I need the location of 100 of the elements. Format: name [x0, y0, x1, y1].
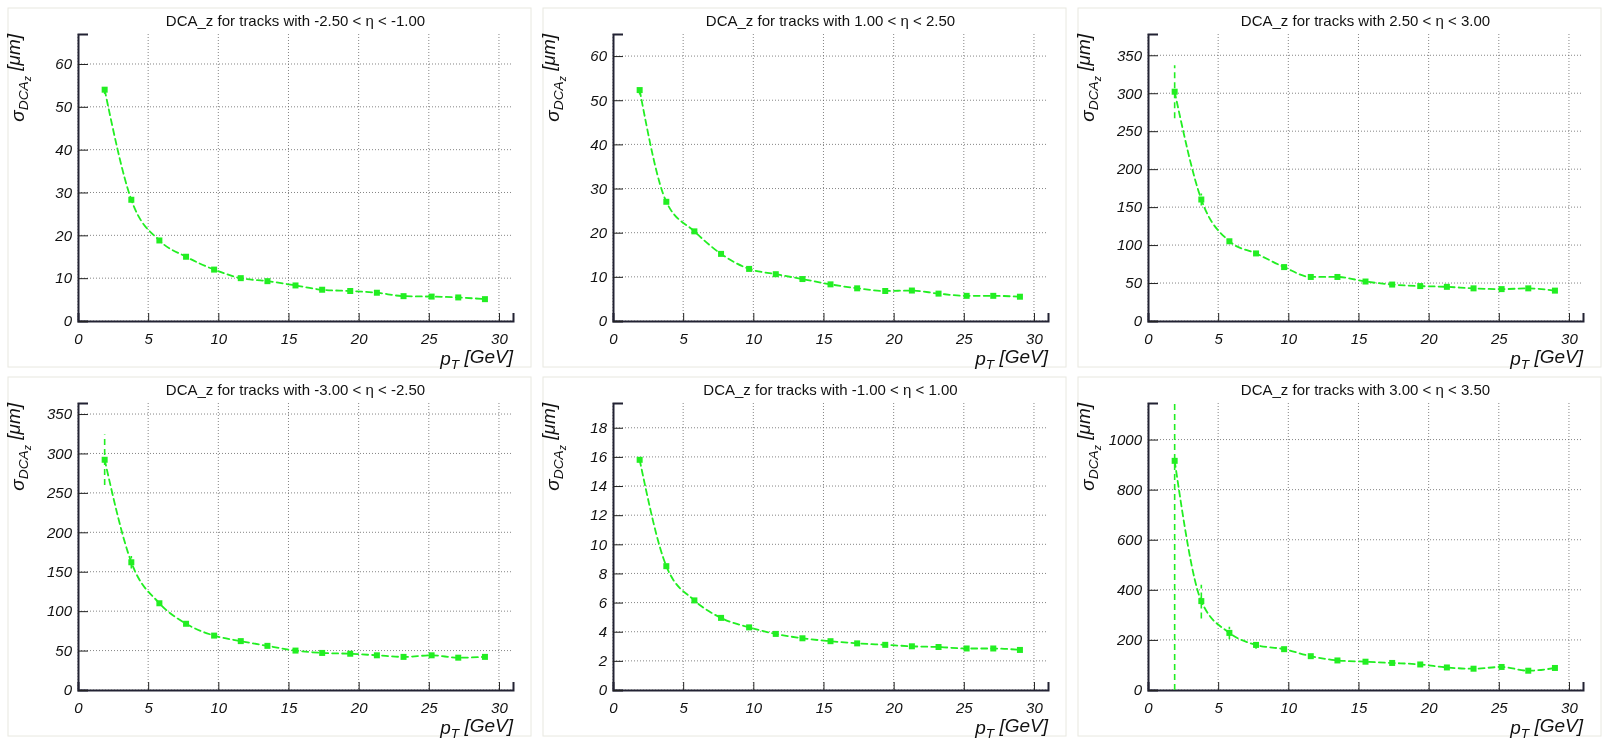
point: [746, 265, 753, 272]
point: [347, 288, 354, 295]
y-tick-label: 10: [590, 535, 608, 553]
point: [1226, 629, 1233, 636]
point: [799, 276, 806, 283]
point: [237, 275, 244, 282]
chart-title: DCA_z for tracks with -1.00 < η < 1.00: [703, 381, 958, 398]
point: [373, 289, 380, 296]
point: [1171, 88, 1178, 95]
point: [1525, 667, 1532, 674]
point: [1226, 238, 1233, 245]
point: [1498, 663, 1505, 670]
point: [854, 285, 861, 292]
x-tick-label: 10: [210, 698, 228, 716]
y-tick-label: 50: [55, 98, 73, 116]
y-tick-label: 2: [597, 652, 608, 670]
point: [128, 196, 135, 203]
y-tick-label: 50: [55, 641, 73, 659]
x-tick-label: 25: [419, 698, 439, 716]
point: [908, 287, 915, 294]
point: [772, 271, 779, 278]
point: [1389, 659, 1396, 666]
y-tick-label: 250: [1115, 122, 1143, 140]
x-tick-label: 25: [954, 329, 974, 347]
x-tick-label: 20: [884, 329, 904, 347]
chart-title: DCA_z for tracks with 3.00 < η < 3.50: [1240, 381, 1491, 398]
y-tick-label: 200: [1115, 631, 1143, 649]
y-tick-label: 400: [1116, 581, 1143, 599]
x-tick-label: 15: [1350, 698, 1368, 716]
y-tick-label: 8: [598, 564, 608, 582]
point: [1016, 293, 1023, 300]
y-tick-label: 30: [590, 179, 608, 197]
point: [428, 652, 435, 659]
point: [292, 647, 299, 654]
y-tick-label: 30: [55, 183, 73, 201]
point: [183, 253, 190, 260]
x-axis-title: p$_{T}$ [GeV]: [439, 346, 514, 373]
x-tick-label: 10: [210, 329, 228, 347]
x-tick-label: 10: [745, 698, 763, 716]
y-tick-label: 200: [45, 523, 73, 541]
x-tick-label: 25: [419, 329, 439, 347]
x-tick-label: 5: [1214, 329, 1224, 347]
x-tick-label: 30: [1026, 698, 1044, 716]
x-axis-title: p$_{T}$ [GeV]: [439, 715, 514, 738]
x-tick-label: 0: [1144, 329, 1154, 347]
x-tick-label: 15: [815, 698, 833, 716]
x-tick-label: 30: [1026, 329, 1044, 347]
point: [455, 294, 462, 301]
y-tick-label: 40: [590, 135, 608, 153]
point: [1198, 196, 1205, 203]
point: [1334, 657, 1341, 664]
point: [1016, 646, 1023, 653]
point: [827, 281, 834, 288]
point: [1525, 285, 1532, 292]
point: [990, 645, 997, 652]
x-tick-label: 20: [1419, 329, 1439, 347]
x-tick-label: 0: [74, 698, 84, 716]
point: [854, 640, 861, 647]
point: [772, 630, 779, 637]
y-tick-label: 0: [63, 681, 73, 699]
point: [1498, 286, 1505, 293]
x-tick-label: 25: [1489, 698, 1509, 716]
y-tick-label: 16: [590, 448, 608, 466]
y-tick-label: 50: [590, 91, 608, 109]
chart-title: DCA_z for tracks with 2.50 < η < 3.00: [1240, 12, 1491, 29]
point: [347, 650, 354, 657]
point: [1362, 278, 1369, 285]
point: [1281, 264, 1288, 271]
x-tick-label: 25: [1489, 329, 1509, 347]
y-tick-label: 0: [1133, 681, 1143, 699]
point: [292, 282, 299, 289]
x-tick-label: 20: [349, 329, 369, 347]
x-tick-label: 15: [1350, 329, 1368, 347]
x-tick-label: 25: [954, 698, 974, 716]
y-tick-label: 600: [1116, 531, 1143, 549]
point: [237, 638, 244, 645]
point: [1417, 661, 1424, 668]
x-tick-label: 30: [491, 698, 509, 716]
point: [1334, 273, 1341, 280]
x-axis-title: p$_{T}$ [GeV]: [974, 346, 1049, 373]
point: [1417, 283, 1424, 290]
x-tick-label: 5: [144, 698, 154, 716]
x-tick-label: 30: [491, 329, 509, 347]
y-tick-label: 800: [1116, 480, 1143, 498]
point: [1551, 287, 1558, 294]
y-tick-label: 60: [590, 47, 608, 65]
y-tick-label: 300: [1116, 84, 1143, 102]
point: [827, 638, 834, 645]
chart-title: DCA_z for tracks with -3.00 < η < -2.50: [165, 381, 426, 398]
point: [1307, 653, 1314, 660]
x-axis-title: p$_{T}$ [GeV]: [1509, 715, 1584, 738]
x-axis-title: p$_{T}$ [GeV]: [1509, 346, 1584, 373]
point: [718, 614, 725, 621]
y-tick-label: 150: [46, 563, 73, 581]
point: [1198, 598, 1205, 605]
point: [990, 292, 997, 299]
point: [400, 293, 407, 300]
x-tick-label: 10: [1280, 698, 1298, 716]
y-tick-label: 0: [63, 312, 73, 330]
y-tick-label: 40: [55, 140, 73, 158]
